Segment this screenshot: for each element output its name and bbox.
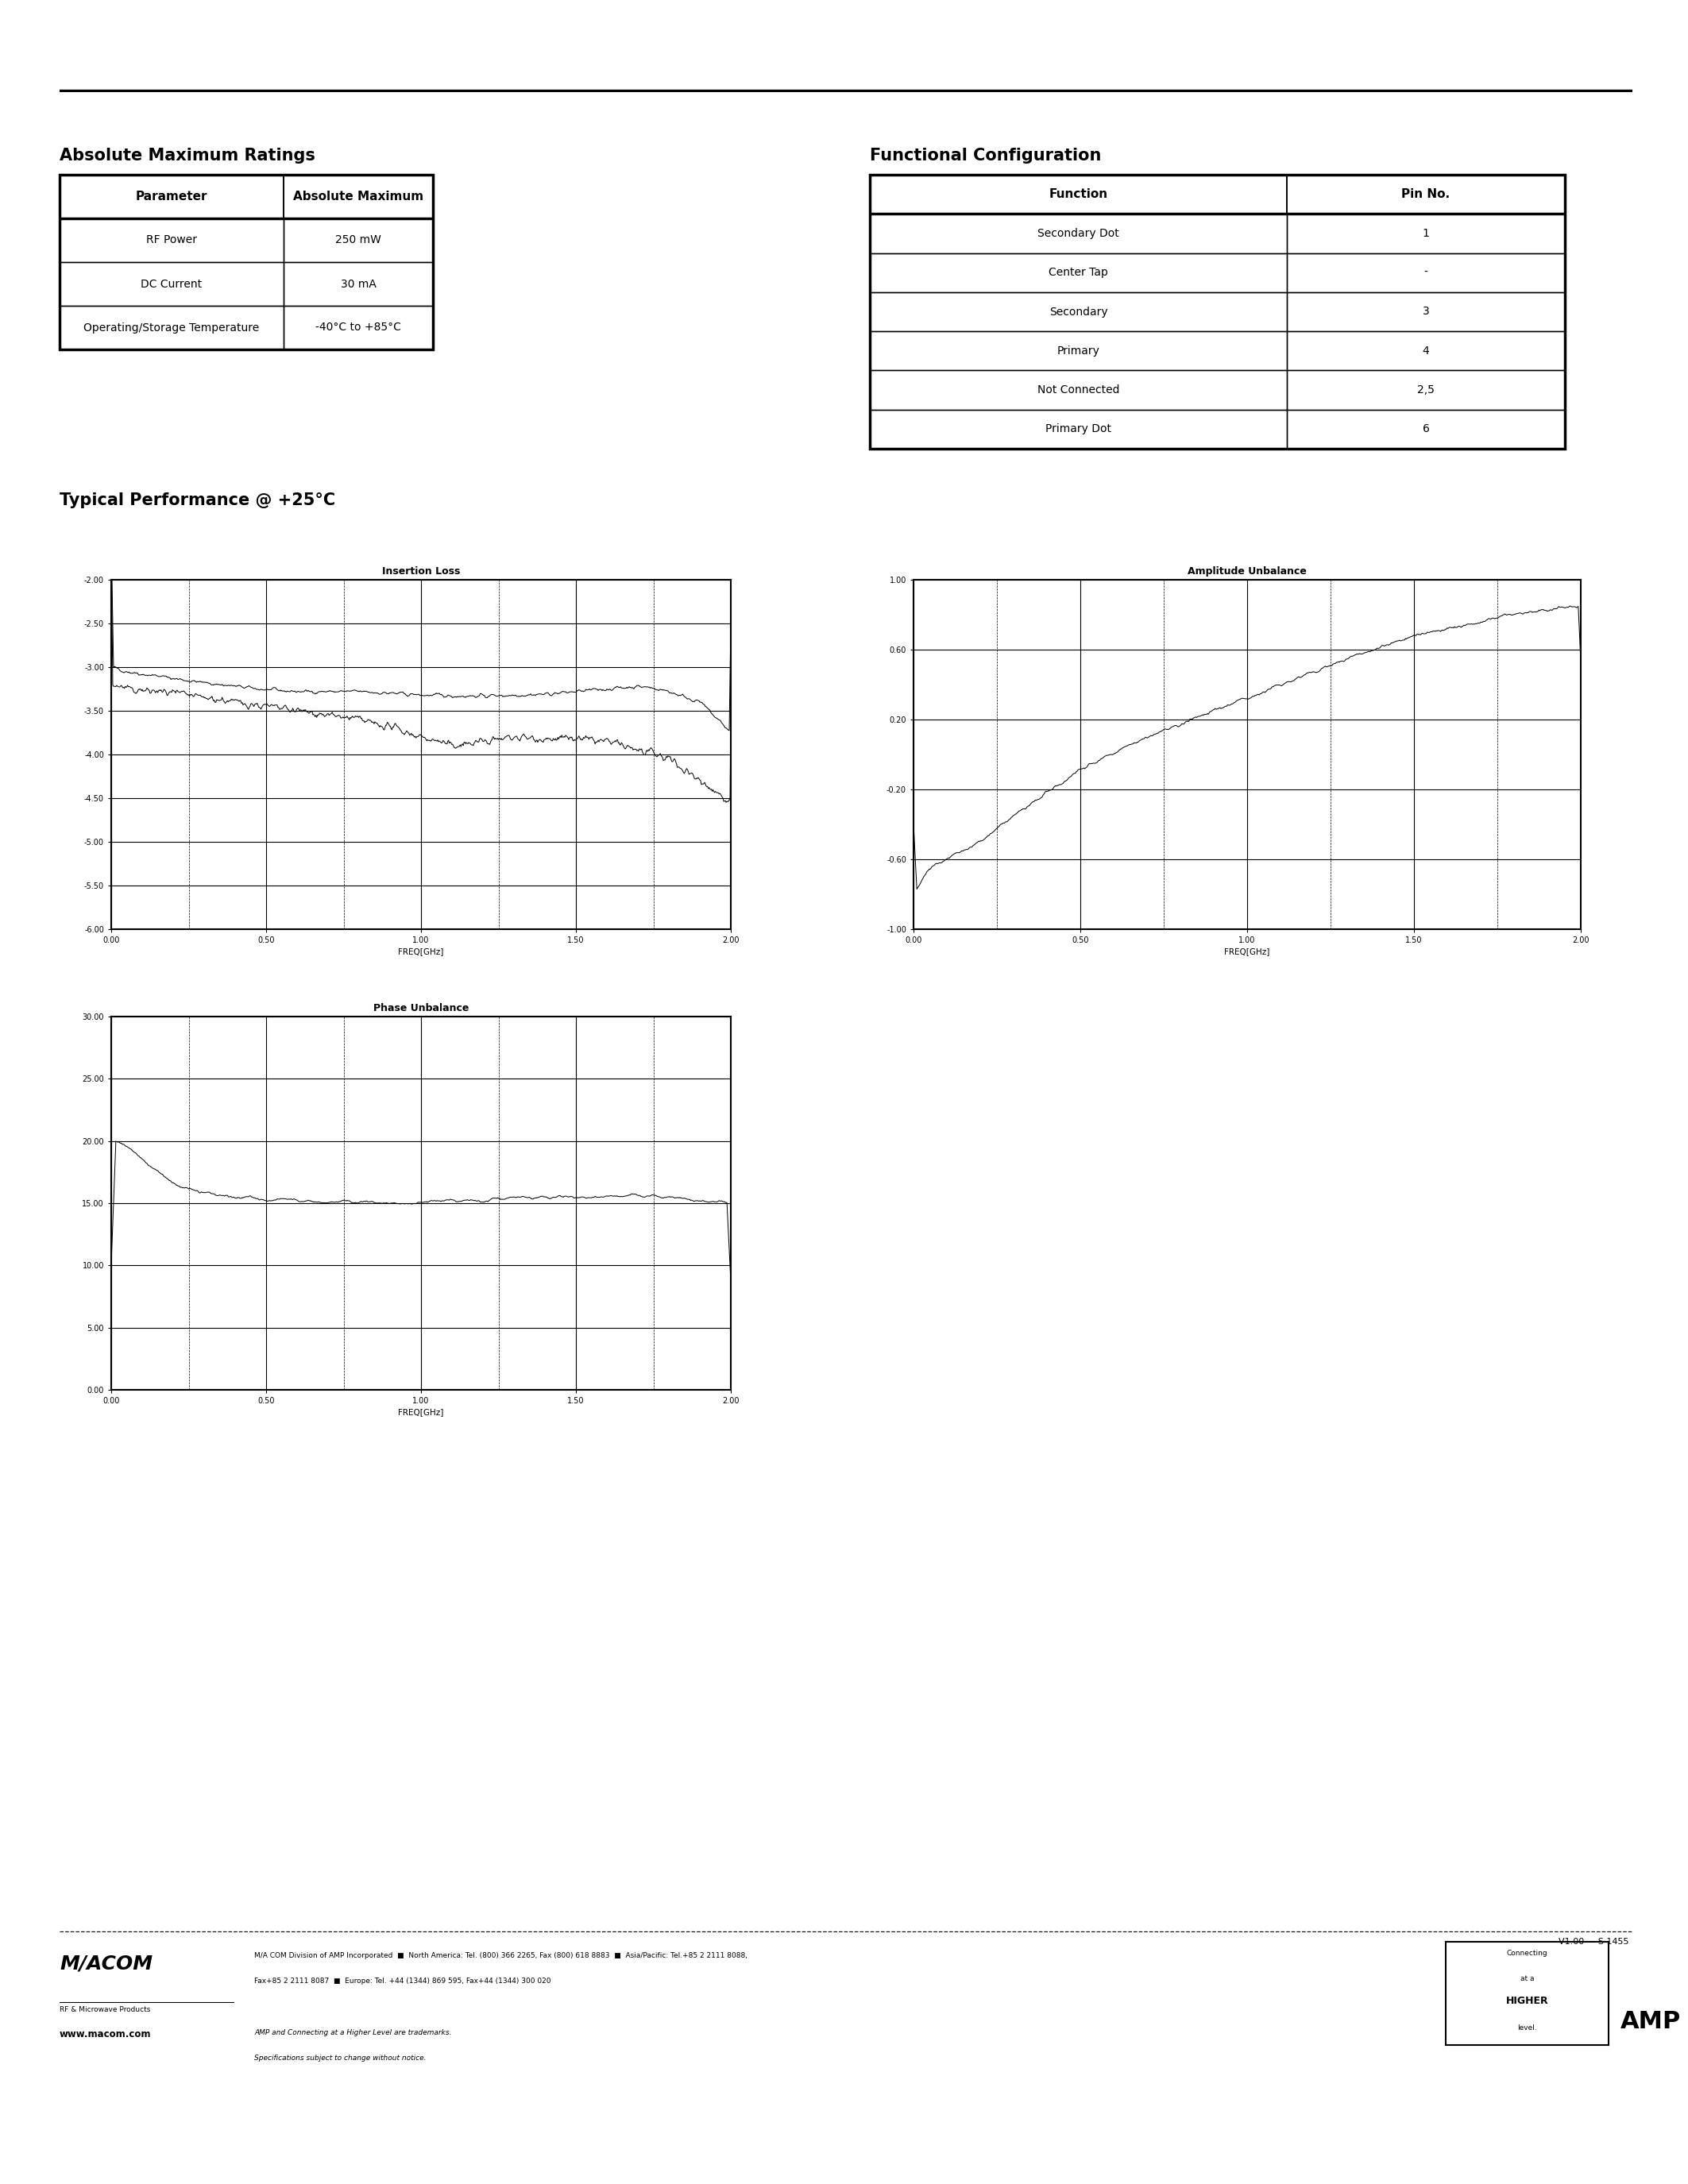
Bar bbox=[284, 218, 432, 262]
Bar bbox=[59, 218, 284, 262]
Text: M/A COM Division of AMP Incorporated  ■  North America: Tel. (800) 366 2265, Fax: M/A COM Division of AMP Incorporated ■ N… bbox=[255, 1952, 748, 1959]
Bar bbox=[1286, 253, 1565, 293]
Title: Amplitude Unbalance: Amplitude Unbalance bbox=[1188, 566, 1307, 577]
Text: level.: level. bbox=[1518, 2025, 1538, 2031]
Text: RF Power: RF Power bbox=[147, 234, 197, 247]
Text: Absolute Maximum: Absolute Maximum bbox=[294, 190, 424, 203]
Text: Operating/Storage Temperature: Operating/Storage Temperature bbox=[84, 321, 260, 334]
Text: Typical Performance @ +25°C: Typical Performance @ +25°C bbox=[59, 491, 336, 509]
Bar bbox=[869, 175, 1286, 214]
Bar bbox=[284, 262, 432, 306]
Bar bbox=[869, 293, 1286, 332]
Text: Function: Function bbox=[1048, 188, 1107, 201]
Text: HIGHER: HIGHER bbox=[1506, 1996, 1548, 2005]
Text: 250 mW: 250 mW bbox=[336, 234, 381, 247]
X-axis label: FREQ[GHz]: FREQ[GHz] bbox=[1224, 948, 1269, 957]
Bar bbox=[1286, 293, 1565, 332]
Bar bbox=[1286, 214, 1565, 253]
Text: AMP: AMP bbox=[1620, 2009, 1681, 2033]
Text: 2,5: 2,5 bbox=[1418, 384, 1435, 395]
Text: www.macom.com: www.macom.com bbox=[59, 2029, 152, 2040]
Text: Specifications subject to change without notice.: Specifications subject to change without… bbox=[255, 2055, 425, 2062]
Bar bbox=[869, 332, 1286, 371]
Bar bbox=[1286, 371, 1565, 411]
Bar bbox=[869, 214, 1286, 253]
Bar bbox=[869, 253, 1286, 293]
Bar bbox=[59, 306, 284, 349]
Text: Absolute Maximum Ratings: Absolute Maximum Ratings bbox=[59, 149, 316, 164]
Text: Secondary Dot: Secondary Dot bbox=[1038, 227, 1119, 238]
Title: Phase Unbalance: Phase Unbalance bbox=[373, 1002, 469, 1013]
Text: 3: 3 bbox=[1423, 306, 1430, 317]
Text: RF & Microwave Products: RF & Microwave Products bbox=[59, 2007, 150, 2014]
Bar bbox=[59, 262, 284, 306]
Bar bbox=[1286, 411, 1565, 448]
Text: -: - bbox=[1425, 266, 1428, 277]
Text: at a: at a bbox=[1521, 1974, 1534, 1981]
X-axis label: FREQ[GHz]: FREQ[GHz] bbox=[398, 948, 444, 957]
Text: DC Current: DC Current bbox=[142, 277, 203, 290]
Bar bbox=[869, 411, 1286, 448]
Text: M/ACOM: M/ACOM bbox=[59, 1955, 152, 1972]
Bar bbox=[1286, 332, 1565, 371]
Title: Insertion Loss: Insertion Loss bbox=[381, 566, 461, 577]
Bar bbox=[1286, 175, 1565, 214]
Text: Secondary: Secondary bbox=[1050, 306, 1107, 317]
Text: Not Connected: Not Connected bbox=[1036, 384, 1119, 395]
Text: Pin No.: Pin No. bbox=[1401, 188, 1450, 201]
Text: Functional Configuration: Functional Configuration bbox=[869, 149, 1101, 164]
Text: -40°C to +85°C: -40°C to +85°C bbox=[316, 321, 402, 334]
Text: AMP and Connecting at a Higher Level are trademarks.: AMP and Connecting at a Higher Level are… bbox=[255, 2029, 452, 2035]
Text: 1: 1 bbox=[1423, 227, 1430, 238]
Bar bbox=[284, 306, 432, 349]
Text: Primary Dot: Primary Dot bbox=[1045, 424, 1111, 435]
Text: V1.00     S 1455: V1.00 S 1455 bbox=[1558, 1937, 1629, 1946]
Text: Center Tap: Center Tap bbox=[1048, 266, 1107, 277]
Text: 30 mA: 30 mA bbox=[341, 277, 376, 290]
Text: 4: 4 bbox=[1423, 345, 1430, 356]
X-axis label: FREQ[GHz]: FREQ[GHz] bbox=[398, 1409, 444, 1415]
Text: Parameter: Parameter bbox=[135, 190, 208, 203]
Bar bbox=[284, 175, 432, 218]
Text: Primary: Primary bbox=[1057, 345, 1101, 356]
Text: Connecting: Connecting bbox=[1507, 1950, 1548, 1957]
Bar bbox=[59, 175, 284, 218]
Text: 6: 6 bbox=[1423, 424, 1430, 435]
Text: Fax+85 2 2111 8087  ■  Europe: Tel. +44 (1344) 869 595, Fax+44 (1344) 300 020: Fax+85 2 2111 8087 ■ Europe: Tel. +44 (1… bbox=[255, 1977, 550, 1985]
Bar bbox=[869, 371, 1286, 411]
